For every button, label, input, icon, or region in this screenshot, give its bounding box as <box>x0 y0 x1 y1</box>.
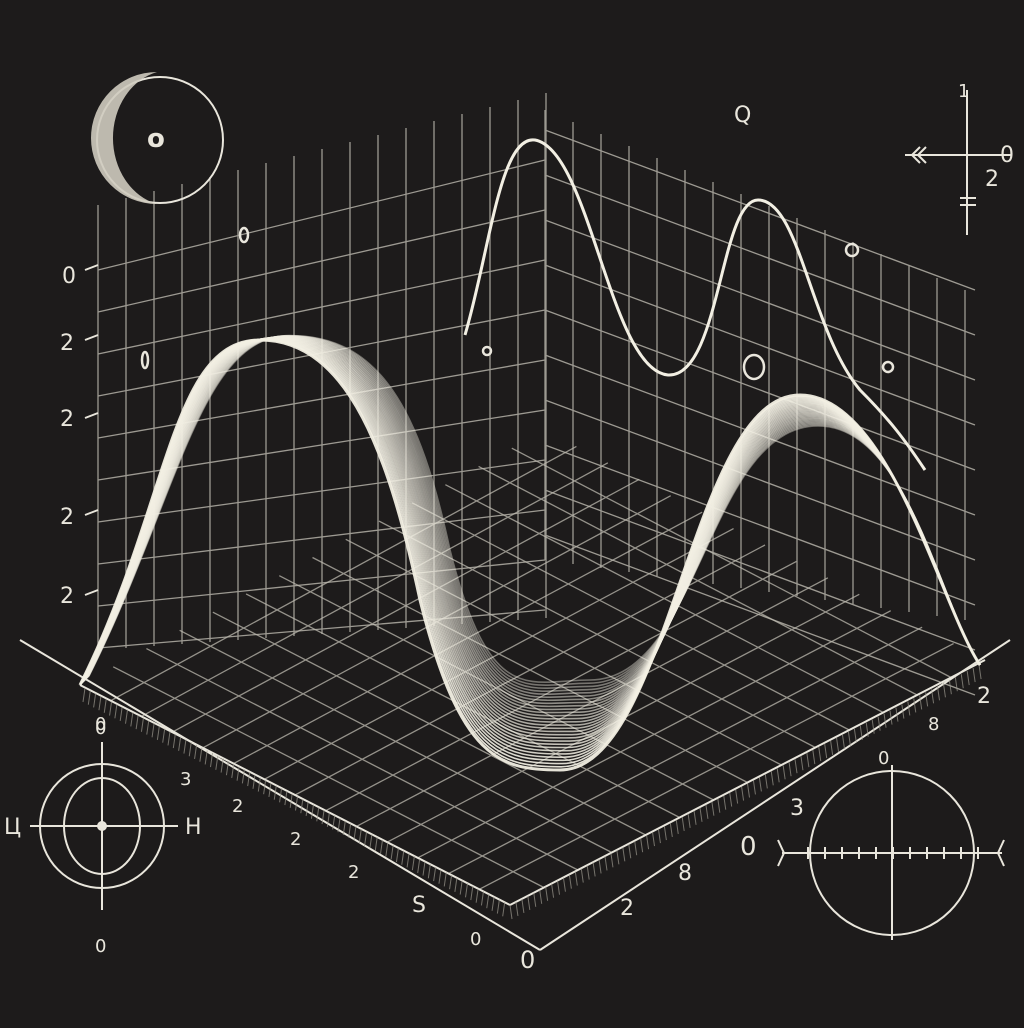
front-right-label: 2 <box>620 896 634 921</box>
front-left-label: 3 <box>180 769 191 790</box>
compass-left-west: Ц <box>4 815 21 840</box>
left-axis-label: 2 <box>60 584 74 609</box>
crosshair-label-top: 1 <box>958 81 969 102</box>
compass-left-north: 0 <box>95 718 106 739</box>
front-right-label: 8 <box>678 861 692 886</box>
moon-icon <box>91 72 224 204</box>
front-left-label: 0 <box>470 929 481 950</box>
front-right-label: 8 <box>928 714 939 735</box>
top-center-label: Q <box>734 103 751 128</box>
front-left-label: 2 <box>232 796 243 817</box>
wave-surface <box>78 334 982 772</box>
front-left-label: S <box>412 893 426 918</box>
front-right-label: 3 <box>790 796 804 821</box>
front-left-label: 2 <box>348 862 359 883</box>
back-wave-curve <box>463 138 927 471</box>
compass-right-north: 0 <box>878 748 889 769</box>
compass-left-east: H <box>185 815 202 840</box>
back-wall-grid <box>97 93 976 696</box>
compass-left-south: 0 <box>95 936 106 957</box>
left-axis-label: 2 <box>60 331 74 356</box>
compass-left-icon <box>30 742 178 910</box>
floor-axes <box>19 639 1011 951</box>
front-right-label: 0 <box>520 946 535 974</box>
crosshair-label-right: 0 <box>1000 143 1014 168</box>
left-axis-label: 0 <box>62 264 76 289</box>
front-left-label: 2 <box>290 829 301 850</box>
crosshair-label-2: 2 <box>985 167 999 192</box>
crosshair-icon <box>905 90 1012 235</box>
left-axis-label: 2 <box>60 407 74 432</box>
compass-right-icon <box>777 765 1005 940</box>
left-axis <box>84 264 99 596</box>
front-right-label: 0 <box>740 832 757 862</box>
floor-grid <box>110 445 954 890</box>
front-left-label: 0 <box>95 714 106 735</box>
front-right-label: 2 <box>977 684 991 709</box>
moon-center-label: o <box>147 124 165 154</box>
left-axis-label: 2 <box>60 505 74 530</box>
small-markers <box>140 226 895 381</box>
floor-edge-hatch <box>82 664 982 920</box>
